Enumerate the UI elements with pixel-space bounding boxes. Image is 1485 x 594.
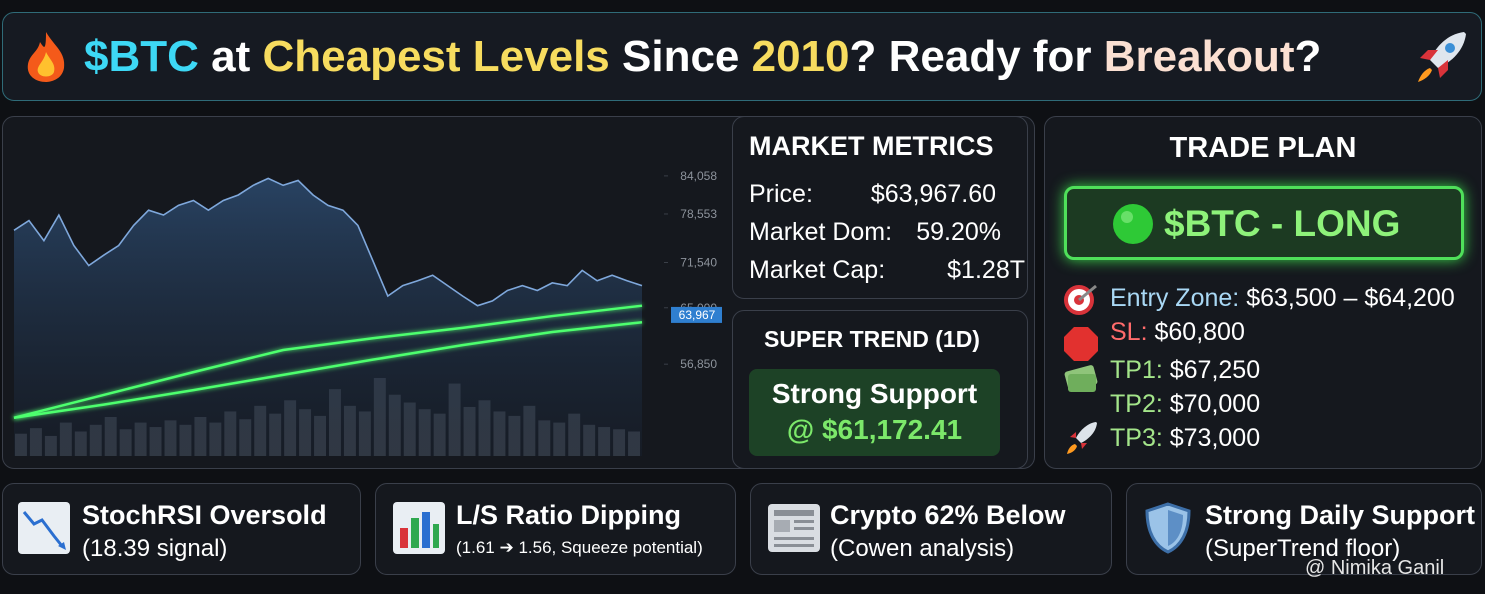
card-subtitle: (Cowen analysis) (830, 535, 1015, 562)
price-area (14, 178, 642, 456)
support-badge (749, 369, 1000, 456)
green-dot (1113, 204, 1153, 244)
title-part: ? (1294, 32, 1322, 81)
newspaper-icon (768, 504, 820, 552)
price-tag (671, 306, 722, 323)
card-title: Strong Daily Support (1205, 500, 1475, 530)
plan-label: Entry Zone: (1110, 284, 1240, 312)
title: $BTC at Cheapest Levels Since 2010? Read… (84, 32, 1321, 82)
fire-icon (27, 32, 65, 82)
card-subtitle: (SuperTrend floor) (1205, 535, 1401, 562)
plan-icons (1064, 284, 1098, 454)
y-tick-label: 84,058 (680, 169, 717, 183)
plan-label: SL: (1110, 318, 1148, 346)
card-title: StochRSI Oversold (82, 500, 327, 530)
plan-label: TP2: (1110, 390, 1163, 418)
watermark: @ Nimika Ganil (1305, 557, 1445, 579)
plan-row: TP3: $73,000 (1110, 424, 1260, 453)
y-tick-label: 56,850 (680, 357, 717, 371)
metric-label: Market Dom: (749, 218, 893, 246)
plan-value: $60,800 (1154, 318, 1245, 346)
card-title: L/S Ratio Dipping (456, 500, 681, 530)
support-text: Strong Support (771, 378, 978, 409)
metric-label: Price: (749, 180, 813, 208)
plan-label: TP3: (1110, 424, 1163, 452)
card-subtitle: (18.39 signal) (82, 535, 228, 562)
trade-plan-title: TRADE PLAN (1169, 132, 1357, 164)
metric-value: $1.28T (947, 256, 1025, 284)
metric-value: 59.20% (916, 218, 1001, 246)
metrics-title: MARKET METRICS (749, 131, 994, 161)
chart-down-icon (18, 502, 70, 554)
trend-line (13, 304, 643, 420)
super-trend-title: SUPER TREND (1D) (764, 326, 980, 352)
plan-row: Entry Zone: $63,500 – $64,200 (1110, 284, 1455, 313)
y-tick-label: 78,553 (680, 207, 717, 221)
plan-value: $70,000 (1169, 390, 1261, 418)
plan-value: $73,000 (1169, 424, 1261, 452)
plan-value: $67,250 (1169, 356, 1261, 384)
shield-icon (1145, 502, 1191, 554)
bar-chart-icon (393, 502, 445, 554)
plan-value: $63,500 – $64,200 (1246, 284, 1455, 312)
plan-row: TP2: $70,000 (1110, 390, 1260, 419)
title-part: Breakout (1103, 32, 1295, 81)
price-tag-label: 63,967 (679, 308, 716, 322)
rocket-icon (1418, 32, 1466, 82)
plan-row: SL: $60,800 (1110, 318, 1245, 347)
plan-label: TP1: (1110, 356, 1163, 384)
title-part: Cheapest Levels (262, 32, 610, 81)
trade-plan-box (1044, 116, 1482, 469)
title-part: ? Ready for (849, 32, 1104, 81)
title-part: Since (609, 32, 752, 81)
y-tick-label: 71,540 (680, 256, 717, 270)
signal-text: $BTC - LONG (1164, 203, 1401, 244)
card-title: Crypto 62% Below (830, 500, 1066, 530)
price-line (13, 177, 643, 307)
market-metrics-box (732, 116, 1028, 299)
support-value: @ $61,172.41 (786, 414, 963, 445)
metric-value: $63,967.60 (870, 180, 996, 208)
title-part: at (198, 32, 263, 81)
trend-line (13, 321, 643, 420)
plan-row: TP1: $67,250 (1110, 356, 1260, 385)
title-part: $BTC (84, 32, 199, 81)
header (2, 12, 1482, 101)
card-subtitle: (1.61 ➔ 1.56, Squeeze potential) (456, 538, 703, 557)
metric-label: Market Cap: (749, 256, 886, 284)
title-part: 2010 (751, 32, 850, 81)
